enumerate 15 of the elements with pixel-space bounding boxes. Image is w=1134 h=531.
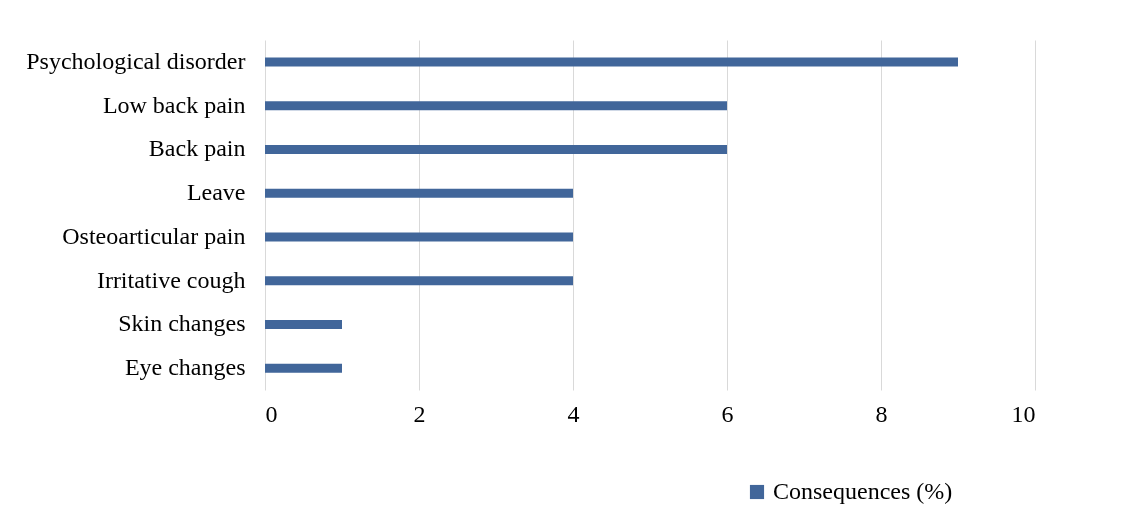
y-tick-label: Irritative cough xyxy=(96,266,246,293)
x-tick-label: 2 xyxy=(413,400,426,427)
x-tick-label: 4 xyxy=(567,400,580,427)
x-tick-label: 10 xyxy=(1011,400,1036,427)
x-tick-label: 8 xyxy=(875,400,888,427)
y-tick-label: Back pain xyxy=(148,135,246,162)
x-tick-label: 0 xyxy=(265,400,278,427)
y-tick-label: Osteoarticular pain xyxy=(62,222,246,249)
y-tick-label: Skin changes xyxy=(118,310,246,337)
x-tick-label: 6 xyxy=(721,400,734,427)
y-tick-label: Leave xyxy=(186,179,246,206)
y-tick-label: Psychological disorder xyxy=(26,47,246,74)
y-tick-label: Low back pain xyxy=(102,91,246,118)
legend-label: Consequences (%) xyxy=(773,478,953,504)
y-tick-label: Eye changes xyxy=(124,354,246,381)
